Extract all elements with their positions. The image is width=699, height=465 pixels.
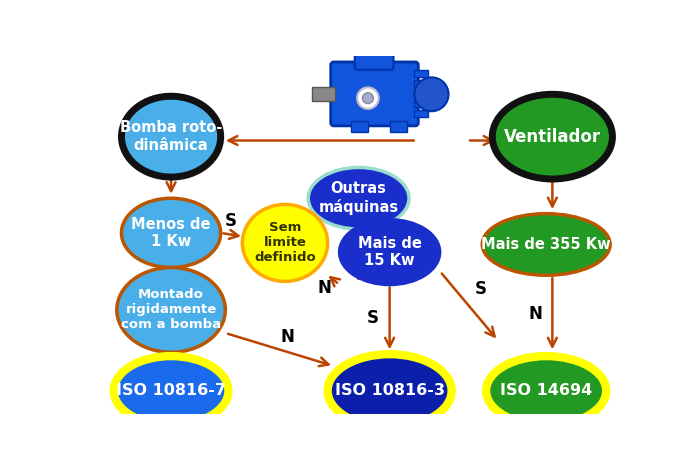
Bar xyxy=(389,121,407,132)
Text: Montado
rigidamente
com a bomba: Montado rigidamente com a bomba xyxy=(121,288,221,332)
Text: Outras
máquinas: Outras máquinas xyxy=(319,181,398,215)
Ellipse shape xyxy=(328,354,452,427)
Text: S: S xyxy=(145,330,158,348)
Text: S: S xyxy=(225,213,237,230)
Bar xyxy=(415,80,428,86)
Ellipse shape xyxy=(122,198,221,267)
Circle shape xyxy=(363,93,373,104)
Ellipse shape xyxy=(486,356,606,425)
Text: Mais de 355 Kw: Mais de 355 Kw xyxy=(482,237,611,252)
Text: Ventilador: Ventilador xyxy=(504,128,601,146)
Bar xyxy=(312,87,336,101)
Text: N: N xyxy=(528,305,542,323)
Text: S: S xyxy=(366,309,379,327)
Text: N: N xyxy=(145,241,159,259)
Circle shape xyxy=(357,87,379,109)
Ellipse shape xyxy=(339,219,440,285)
Text: Sem
limite
definido: Sem limite definido xyxy=(254,221,316,265)
Text: N: N xyxy=(317,279,331,297)
Text: ISO 10816-7: ISO 10816-7 xyxy=(116,383,226,398)
Bar xyxy=(415,110,428,117)
Text: Menos de
1 Kw: Menos de 1 Kw xyxy=(131,217,211,249)
Ellipse shape xyxy=(308,167,409,229)
Ellipse shape xyxy=(114,356,229,425)
Text: ISO 10816-3: ISO 10816-3 xyxy=(335,383,445,398)
Bar xyxy=(415,100,428,106)
Ellipse shape xyxy=(122,96,221,177)
Text: ISO 14694: ISO 14694 xyxy=(500,383,592,398)
Bar xyxy=(415,70,428,77)
Text: N: N xyxy=(280,328,294,346)
Text: Bomba roto-
dinâmica: Bomba roto- dinâmica xyxy=(120,120,222,153)
Ellipse shape xyxy=(243,205,328,281)
Circle shape xyxy=(415,77,449,111)
FancyBboxPatch shape xyxy=(331,62,418,126)
Text: S: S xyxy=(475,280,487,298)
Bar xyxy=(351,121,368,132)
Text: Mais de
15 Kw: Mais de 15 Kw xyxy=(358,236,421,268)
Ellipse shape xyxy=(482,213,610,275)
Ellipse shape xyxy=(117,267,225,352)
FancyBboxPatch shape xyxy=(355,44,394,70)
Bar xyxy=(415,90,428,97)
Ellipse shape xyxy=(492,94,612,179)
